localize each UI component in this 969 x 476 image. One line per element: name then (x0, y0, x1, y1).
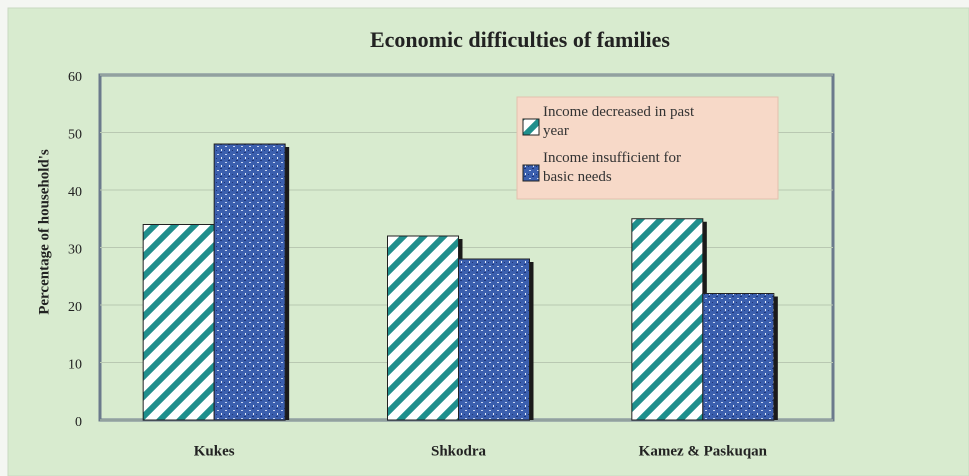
bar (142, 224, 215, 421)
y-axis-label: Percentage of household's (36, 149, 52, 315)
y-tick-label: 30 (68, 243, 82, 258)
legend-entry: Income insufficient for basic needs (543, 150, 682, 185)
bar (458, 258, 530, 421)
bar (702, 293, 775, 421)
legend-swatch (522, 164, 540, 182)
x-tick-label: Kamez & Paskuqan (639, 443, 768, 459)
y-tick-label: 40 (68, 185, 82, 200)
y-tick-label: 50 (68, 128, 82, 143)
y-tick-label: 0 (75, 415, 82, 430)
x-tick-label: Kukes (194, 443, 235, 459)
legend-entry: Income decreased in past year (543, 104, 695, 139)
x-tick-label: Shkodra (431, 443, 487, 459)
bar (631, 218, 704, 421)
bar (387, 235, 459, 421)
legend-label: Income decreased in past year (543, 104, 695, 139)
y-tick-label: 20 (68, 300, 82, 315)
legend-box (516, 96, 779, 200)
chart-title: Economic difficulties of families (370, 27, 670, 52)
y-tick-label: 60 (68, 70, 82, 85)
legend-label: Income insufficient for basic needs (543, 150, 682, 185)
bar (213, 143, 286, 421)
y-tick-label: 10 (68, 358, 82, 373)
legend-swatch (522, 118, 540, 136)
